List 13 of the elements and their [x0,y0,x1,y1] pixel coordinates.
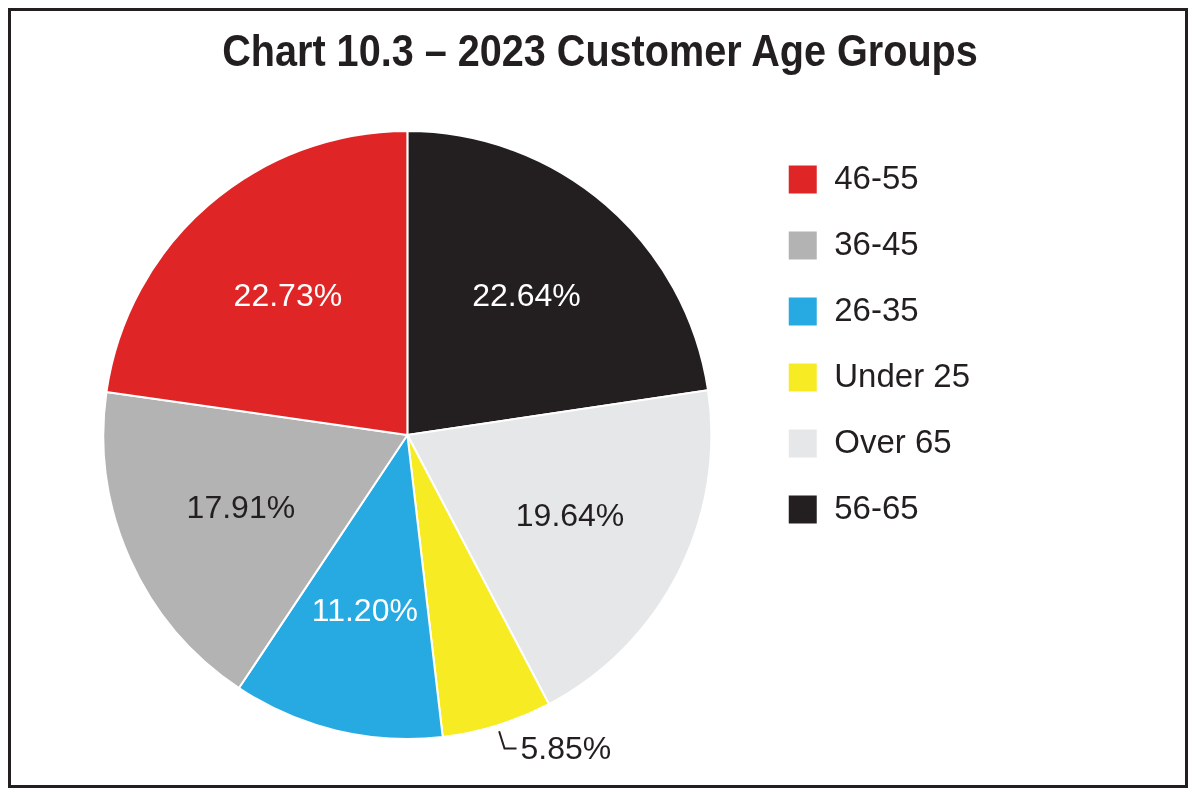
legend-label: 46-55 [834,158,919,196]
data-label: 19.64% [515,497,625,534]
data-label: 5.85% [520,730,612,767]
chart-title: Chart 10.3 – 2023 Customer Age Groups [221,26,979,76]
data-label: 22.73% [233,277,343,314]
legend-label: Under 25 [834,356,971,394]
legend-label: Over 65 [834,422,952,460]
data-label: 11.20% [311,592,418,629]
data-label: 22.64% [472,276,581,313]
data-label: 17.91% [186,489,296,526]
legend-label: 36-45 [834,224,919,262]
legend-label: 56-65 [834,488,919,526]
legend-label: 26-35 [834,290,919,328]
